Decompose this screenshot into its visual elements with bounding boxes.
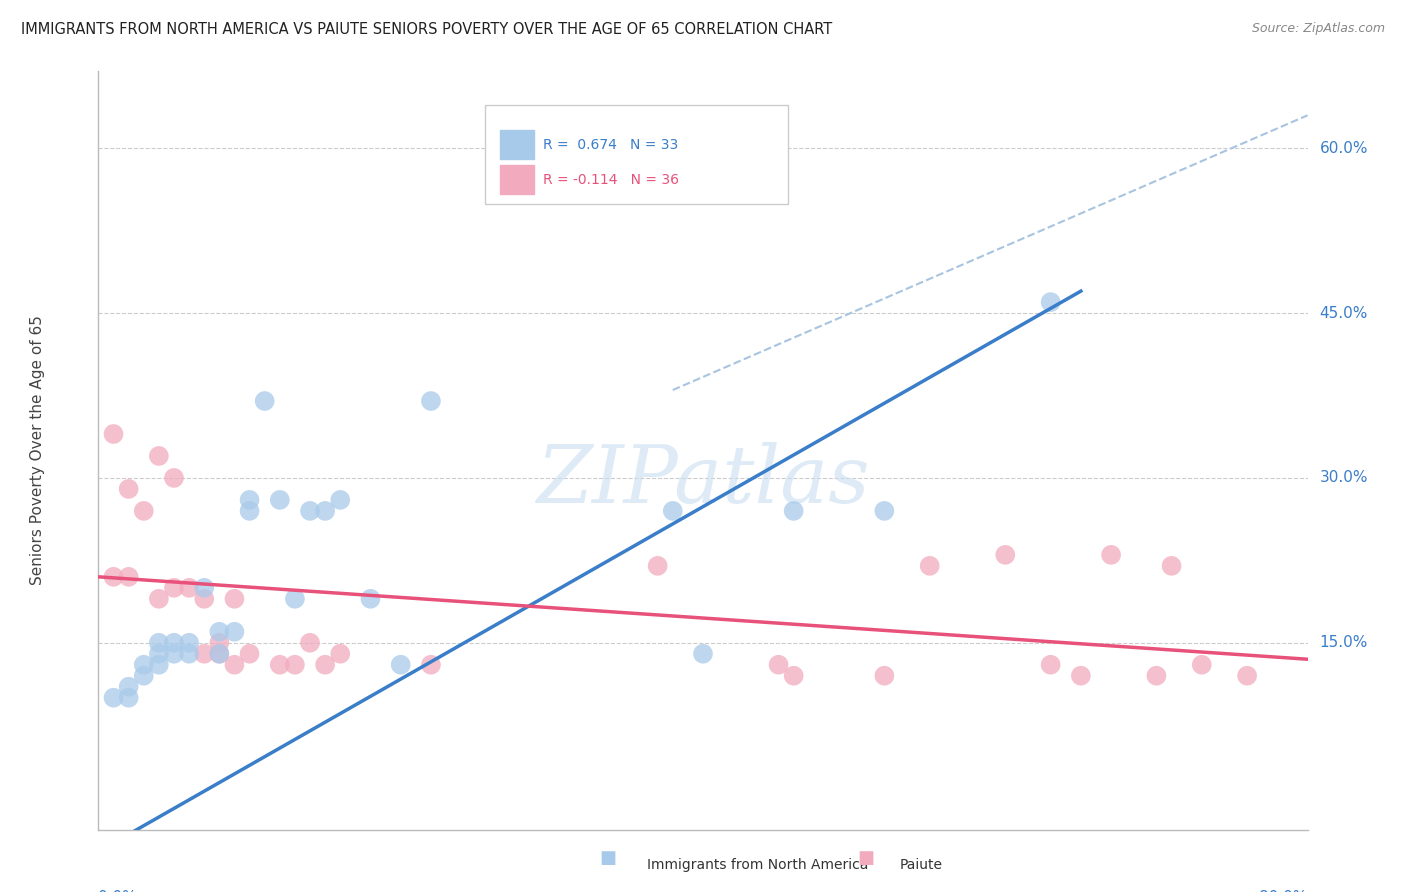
Point <box>132 657 155 672</box>
Point <box>163 636 186 650</box>
Bar <box>501 165 534 194</box>
Text: ZIPatlas: ZIPatlas <box>536 442 870 519</box>
Point <box>284 657 307 672</box>
Point <box>1039 657 1062 672</box>
Point <box>163 647 186 661</box>
Point <box>103 690 125 705</box>
Point <box>103 427 125 442</box>
Point <box>783 504 806 518</box>
Point <box>193 591 215 606</box>
Point <box>179 647 201 661</box>
Text: 60.0%: 60.0% <box>1320 141 1368 156</box>
Point <box>389 657 412 672</box>
Point <box>148 647 170 661</box>
Text: R =  0.674   N = 33: R = 0.674 N = 33 <box>543 138 679 152</box>
Point <box>329 492 352 507</box>
Point <box>179 581 201 595</box>
Text: IMMIGRANTS FROM NORTH AMERICA VS PAIUTE SENIORS POVERTY OVER THE AGE OF 65 CORRE: IMMIGRANTS FROM NORTH AMERICA VS PAIUTE … <box>21 22 832 37</box>
Point <box>163 471 186 485</box>
Point <box>118 570 141 584</box>
Point <box>118 482 141 496</box>
Text: 30.0%: 30.0% <box>1320 470 1368 485</box>
Text: 80.0%: 80.0% <box>1260 890 1308 892</box>
Point <box>148 449 170 463</box>
Text: 0.0%: 0.0% <box>98 890 138 892</box>
Point <box>1099 548 1122 562</box>
Point <box>148 591 170 606</box>
Point <box>783 669 806 683</box>
Text: 15.0%: 15.0% <box>1320 635 1368 650</box>
Point <box>239 504 262 518</box>
Point <box>299 636 322 650</box>
Point <box>1236 669 1258 683</box>
Text: Immigrants from North America: Immigrants from North America <box>647 858 868 872</box>
Point <box>420 394 443 409</box>
Point <box>1039 295 1062 310</box>
Point <box>994 548 1017 562</box>
Point <box>284 591 307 606</box>
Point <box>208 624 231 639</box>
Point <box>360 591 382 606</box>
Point <box>692 647 714 661</box>
Point <box>148 657 170 672</box>
Point <box>193 581 215 595</box>
Text: Paiute: Paiute <box>900 858 943 872</box>
Point <box>253 394 276 409</box>
Point <box>193 647 215 661</box>
Text: R = -0.114   N = 36: R = -0.114 N = 36 <box>543 173 679 186</box>
Point <box>873 669 896 683</box>
Point <box>269 657 291 672</box>
Point <box>1070 669 1092 683</box>
Point <box>239 647 262 661</box>
Point <box>1191 657 1213 672</box>
Point <box>163 581 186 595</box>
Point <box>224 657 246 672</box>
Point <box>420 657 443 672</box>
Point <box>329 647 352 661</box>
Point <box>132 669 155 683</box>
Point <box>768 657 790 672</box>
Point <box>918 558 941 573</box>
Point <box>208 636 231 650</box>
Text: ■: ■ <box>599 849 616 867</box>
Point <box>1160 558 1182 573</box>
Text: Source: ZipAtlas.com: Source: ZipAtlas.com <box>1251 22 1385 36</box>
Point <box>1144 669 1167 683</box>
Point <box>314 504 336 518</box>
Point <box>269 492 291 507</box>
Point <box>103 570 125 584</box>
Point <box>208 647 231 661</box>
Text: Seniors Poverty Over the Age of 65: Seniors Poverty Over the Age of 65 <box>31 316 45 585</box>
Text: 45.0%: 45.0% <box>1320 306 1368 320</box>
Point <box>208 647 231 661</box>
Bar <box>501 130 534 160</box>
Point <box>132 504 155 518</box>
FancyBboxPatch shape <box>485 105 787 204</box>
Point <box>224 591 246 606</box>
Point <box>224 624 246 639</box>
Point <box>647 558 669 573</box>
Point <box>148 636 170 650</box>
Point <box>118 680 141 694</box>
Point <box>239 492 262 507</box>
Point <box>873 504 896 518</box>
Point <box>314 657 336 672</box>
Point <box>661 504 683 518</box>
Text: ■: ■ <box>858 849 875 867</box>
Point <box>299 504 322 518</box>
Point <box>179 636 201 650</box>
Point <box>118 690 141 705</box>
